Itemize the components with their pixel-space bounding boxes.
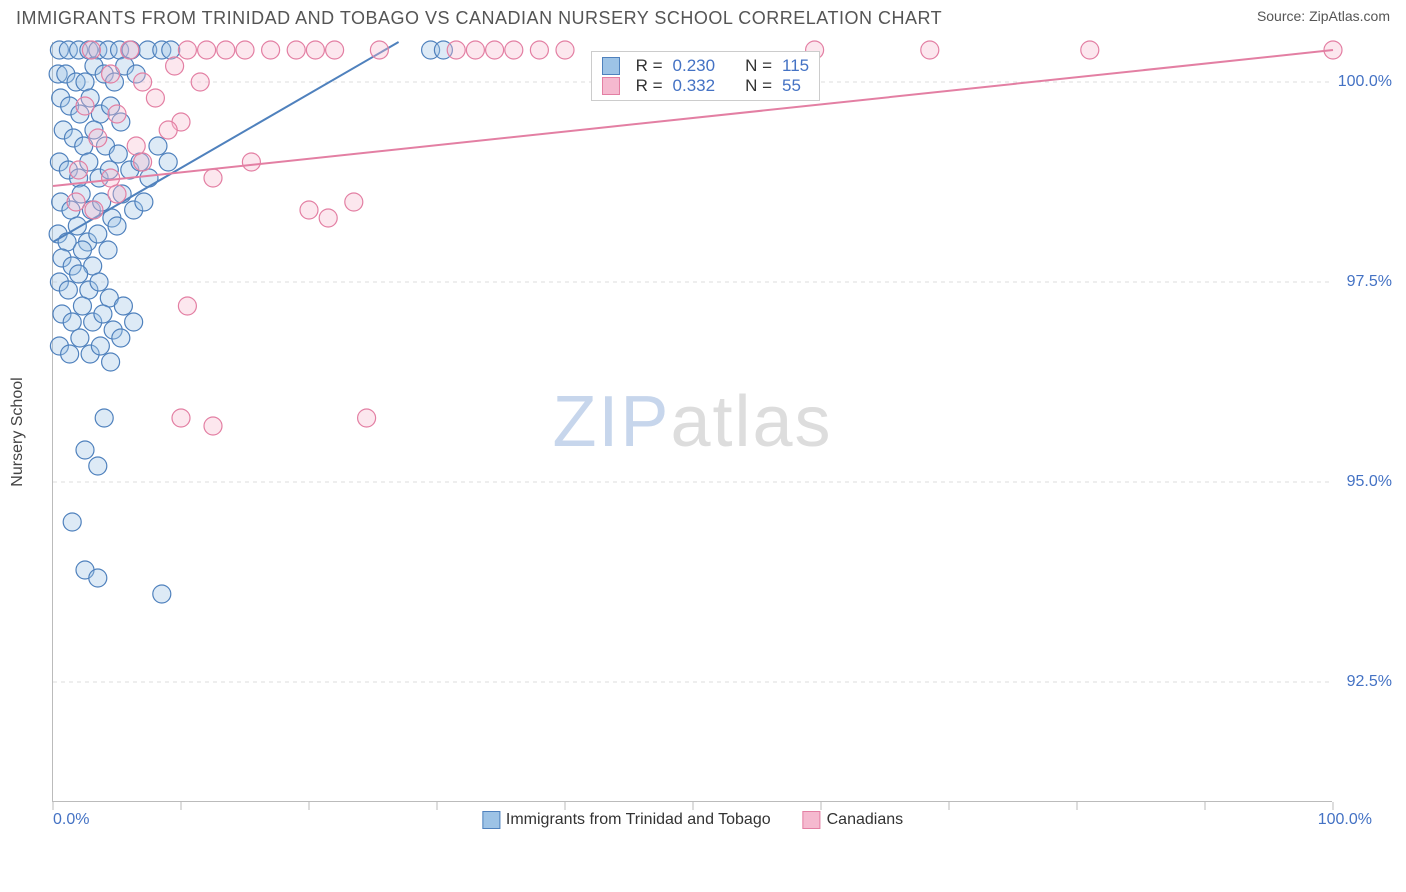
y-tick-label: 97.5% <box>1347 273 1392 291</box>
chart-header: IMMIGRANTS FROM TRINIDAD AND TOBAGO VS C… <box>0 0 1406 33</box>
n-value: 55 <box>782 76 801 96</box>
y-tick-label: 92.5% <box>1347 673 1392 691</box>
source-link[interactable]: ZipAtlas.com <box>1309 8 1390 24</box>
r-value: 0.230 <box>673 56 716 76</box>
y-tick-label: 95.0% <box>1347 473 1392 491</box>
correlation-legend-row: R = 0.230 N = 115 <box>602 56 810 76</box>
legend-swatch <box>602 57 620 75</box>
x-axis-max-label: 100.0% <box>1318 811 1372 829</box>
r-value: 0.332 <box>673 76 716 96</box>
chart-title: IMMIGRANTS FROM TRINIDAD AND TOBAGO VS C… <box>16 8 942 29</box>
correlation-legend: R = 0.230 N = 115 R = 0.332 N = 55 <box>591 51 821 101</box>
n-label: N = <box>745 56 772 76</box>
chart-source: Source: ZipAtlas.com <box>1257 8 1390 24</box>
n-label: N = <box>745 76 772 96</box>
plot-svg <box>53 42 1333 802</box>
n-value: 115 <box>782 56 809 76</box>
correlation-legend-row: R = 0.332 N = 55 <box>602 76 810 96</box>
source-prefix: Source: <box>1257 8 1309 24</box>
legend-item: Canadians <box>803 811 904 829</box>
y-axis-label: Nursery School <box>9 377 27 486</box>
legend-swatch <box>602 77 620 95</box>
plot-region: ZIPatlas R =0.230N =115R =0.332N = 55 0.… <box>52 42 1332 802</box>
legend-item: Immigrants from Trinidad and Tobago <box>482 811 771 829</box>
chart-area: Nursery School ZIPatlas R =0.230N =115R … <box>40 42 1380 822</box>
r-label: R = <box>636 56 663 76</box>
legend-label: Immigrants from Trinidad and Tobago <box>506 811 771 828</box>
legend-label: Canadians <box>827 811 904 828</box>
legend-swatch <box>482 811 500 829</box>
legend-swatch <box>803 811 821 829</box>
y-tick-label: 100.0% <box>1338 73 1392 91</box>
x-axis-min-label: 0.0% <box>53 811 89 829</box>
r-label: R = <box>636 76 663 96</box>
series-legend: Immigrants from Trinidad and Tobago Canad… <box>482 811 903 829</box>
